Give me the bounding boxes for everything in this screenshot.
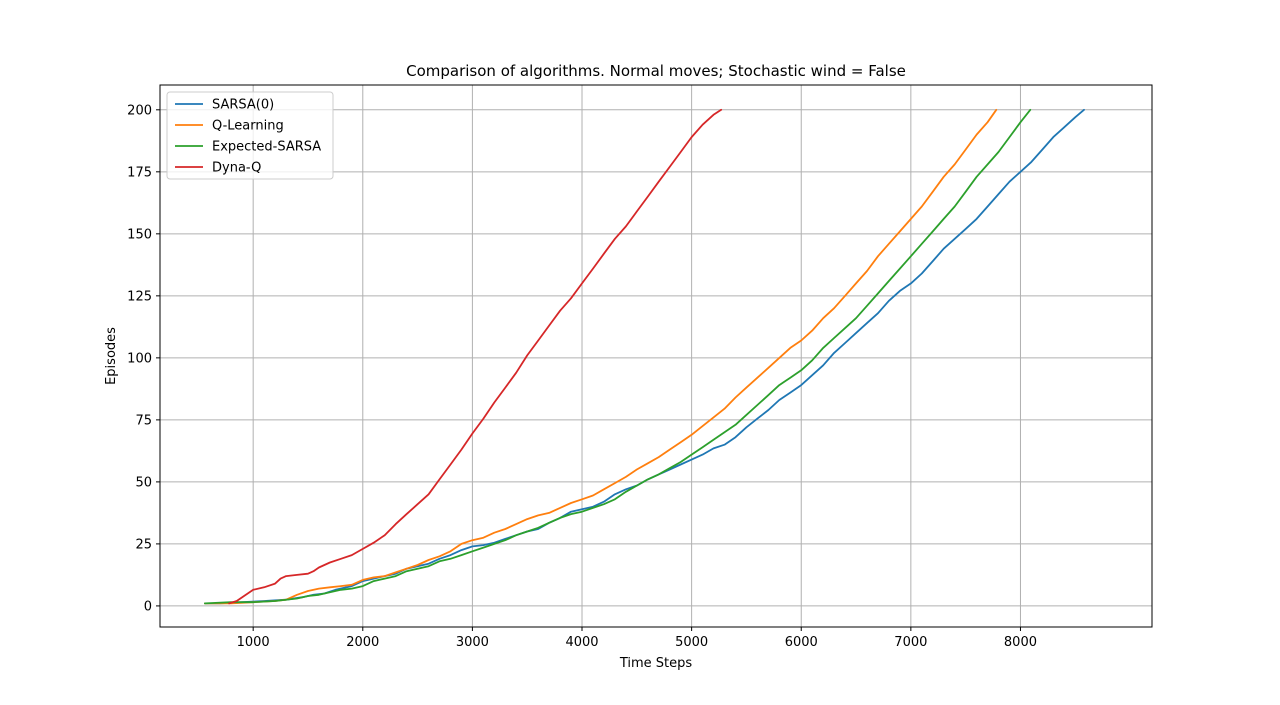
x-axis-label: Time Steps (619, 656, 693, 671)
x-tick-label: 1000 (237, 635, 270, 650)
x-tick-label: 4000 (565, 635, 598, 650)
x-axis-ticks: 1000 2000 3000 4000 5000 6000 7000 8000 (237, 627, 1037, 650)
x-tick-label: 6000 (785, 635, 818, 650)
x-tick-label: 7000 (894, 635, 927, 650)
y-tick-label: 25 (135, 537, 152, 552)
legend-label: Expected-SARSA (212, 140, 321, 155)
grid-lines (160, 85, 1152, 627)
y-tick-label: 200 (127, 103, 152, 118)
y-tick-label: 125 (127, 289, 152, 304)
legend-label: Dyna-Q (212, 161, 261, 176)
y-tick-label: 175 (127, 165, 152, 180)
legend-label: Q-Learning (212, 119, 284, 134)
series-layer (204, 108, 1085, 605)
x-tick-label: 8000 (1004, 635, 1037, 650)
legend-label: SARSA(0) (212, 98, 274, 113)
x-tick-label: 3000 (456, 635, 489, 650)
y-tick-label: 75 (135, 413, 152, 428)
series-line-2 (204, 108, 998, 605)
x-tick-label: 2000 (346, 635, 379, 650)
series-line-3 (204, 108, 1032, 605)
legend: SARSA(0) Q-Learning Expected-SARSA Dyna-Q (166, 91, 334, 180)
chart-title: Comparison of algorithms. Normal moves; … (406, 62, 906, 80)
series-line-4 (228, 108, 723, 605)
plot-frame (159, 84, 1153, 628)
y-tick-label: 50 (135, 475, 152, 490)
y-tick-label: 150 (127, 227, 152, 242)
y-tick-label: 0 (144, 599, 152, 614)
x-tick-label: 5000 (675, 635, 708, 650)
y-axis-ticks: 0 25 50 75 100 125 150 175 200 (127, 103, 160, 614)
y-tick-label: 100 (127, 351, 152, 366)
legend-box (166, 91, 334, 180)
y-axis-label: Episodes (104, 327, 119, 385)
